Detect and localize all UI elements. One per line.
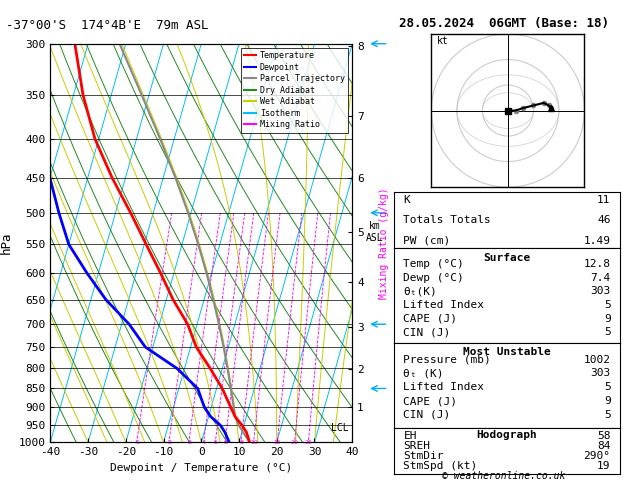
Text: 84: 84: [597, 441, 611, 451]
Text: 19: 19: [597, 461, 611, 471]
Text: CAPE (J): CAPE (J): [403, 313, 457, 324]
Text: θₜ (K): θₜ (K): [403, 368, 444, 379]
Text: StmDir: StmDir: [403, 451, 444, 461]
Y-axis label: km
ASL: km ASL: [366, 222, 384, 243]
Text: 15: 15: [274, 439, 281, 445]
Text: 5: 5: [604, 410, 611, 420]
Text: 5: 5: [214, 439, 218, 445]
Text: 6: 6: [223, 439, 228, 445]
Text: 28.05.2024  06GMT (Base: 18): 28.05.2024 06GMT (Base: 18): [399, 17, 610, 30]
Text: K: K: [403, 195, 410, 206]
Text: Hodograph: Hodograph: [477, 430, 537, 440]
Text: 12.8: 12.8: [584, 259, 611, 269]
Text: 10: 10: [250, 439, 258, 445]
Text: 11: 11: [597, 195, 611, 206]
Text: θₜ(K): θₜ(K): [403, 286, 437, 296]
Text: EH: EH: [403, 431, 417, 441]
Legend: Temperature, Dewpoint, Parcel Trajectory, Dry Adiabat, Wet Adiabat, Isotherm, Mi: Temperature, Dewpoint, Parcel Trajectory…: [240, 48, 348, 133]
Text: 2: 2: [167, 439, 171, 445]
Text: 5: 5: [604, 300, 611, 310]
Text: 1002: 1002: [584, 355, 611, 364]
Text: 25: 25: [304, 439, 313, 445]
Text: kt: kt: [437, 36, 448, 46]
Text: 20: 20: [291, 439, 299, 445]
Text: © weatheronline.co.uk: © weatheronline.co.uk: [442, 471, 565, 481]
Text: 9: 9: [604, 313, 611, 324]
Text: Dewp (°C): Dewp (°C): [403, 273, 464, 283]
Text: 290°: 290°: [584, 451, 611, 461]
Text: -37°00'S  174°4B'E  79m ASL: -37°00'S 174°4B'E 79m ASL: [6, 18, 209, 32]
Text: 46: 46: [597, 215, 611, 226]
Text: CIN (J): CIN (J): [403, 410, 450, 420]
Text: LCL: LCL: [331, 423, 348, 433]
Text: 5: 5: [604, 382, 611, 392]
Text: 58: 58: [597, 431, 611, 441]
X-axis label: Dewpoint / Temperature (°C): Dewpoint / Temperature (°C): [110, 463, 292, 473]
Text: StmSpd (kt): StmSpd (kt): [403, 461, 477, 471]
Text: 1.49: 1.49: [584, 236, 611, 245]
Text: CAPE (J): CAPE (J): [403, 396, 457, 406]
Text: 8: 8: [240, 439, 243, 445]
Text: Totals Totals: Totals Totals: [403, 215, 491, 226]
Text: Surface: Surface: [483, 253, 531, 262]
Text: 4: 4: [202, 439, 206, 445]
Text: Most Unstable: Most Unstable: [463, 347, 551, 357]
Text: 1: 1: [135, 439, 139, 445]
Text: CIN (J): CIN (J): [403, 327, 450, 337]
Text: Lifted Index: Lifted Index: [403, 382, 484, 392]
Text: Lifted Index: Lifted Index: [403, 300, 484, 310]
Text: 3: 3: [187, 439, 191, 445]
Y-axis label: hPa: hPa: [0, 232, 13, 254]
Text: SREH: SREH: [403, 441, 430, 451]
Text: 7.4: 7.4: [590, 273, 611, 283]
Text: 303: 303: [590, 368, 611, 379]
Text: 303: 303: [590, 286, 611, 296]
Text: Temp (°C): Temp (°C): [403, 259, 464, 269]
Text: 5: 5: [604, 327, 611, 337]
Text: Mixing Ratio (g/kg): Mixing Ratio (g/kg): [379, 187, 389, 299]
Text: 9: 9: [604, 396, 611, 406]
Text: Pressure (mb): Pressure (mb): [403, 355, 491, 364]
Text: PW (cm): PW (cm): [403, 236, 450, 245]
